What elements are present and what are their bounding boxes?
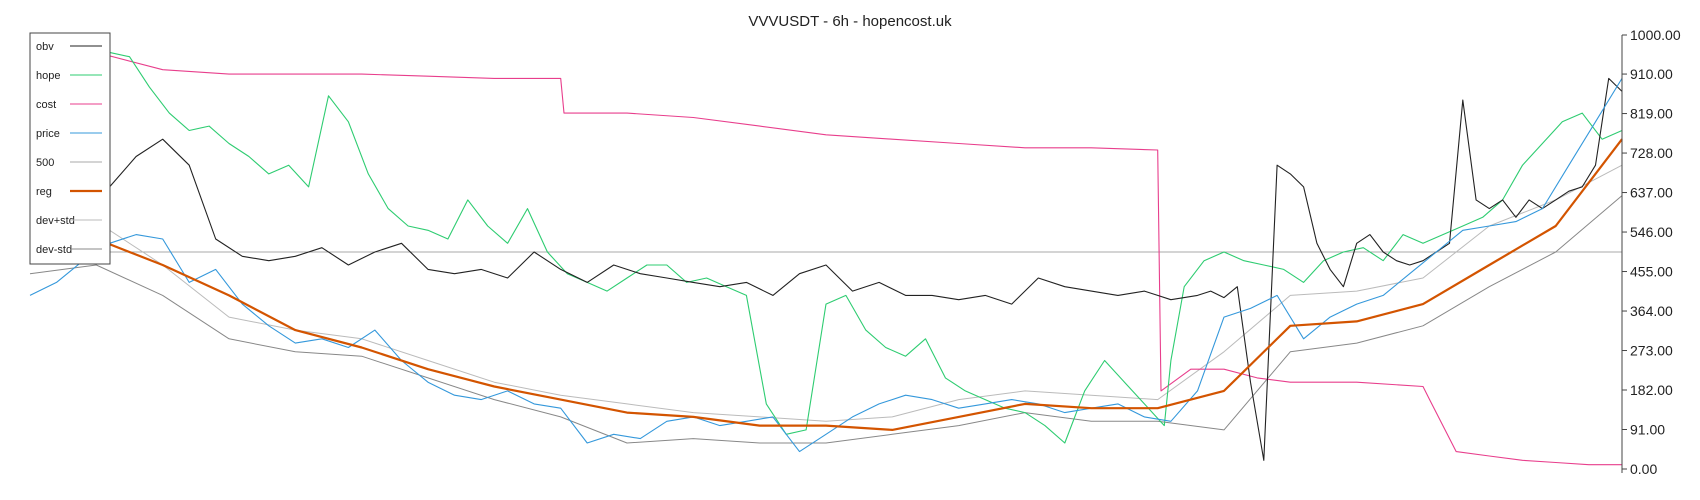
series-line-obv: [29, 77, 1623, 461]
legend-item-reg: reg: [36, 186, 102, 198]
y-tick-label: 819.00: [1630, 106, 1673, 122]
legend-box: [29, 32, 111, 265]
y-tick-label: 1000.00: [1630, 27, 1681, 43]
series-line-price: [29, 78, 1623, 453]
legend-label: obv: [36, 41, 54, 53]
legend-item-price: price: [36, 128, 102, 140]
series-layer: [29, 43, 1623, 466]
series-line-hope: [29, 43, 1623, 444]
legend-item-dev-std: dev+std: [36, 215, 102, 227]
y-tick-label: 364.00: [1630, 303, 1673, 319]
y-tick-label: 273.00: [1630, 343, 1673, 359]
legend-label: 500: [36, 157, 54, 169]
y-tick-label: 0.00: [1630, 461, 1657, 477]
legend-label: hope: [36, 70, 60, 82]
legend-item-cost: cost: [36, 99, 102, 111]
legend-label: dev-std: [36, 244, 72, 256]
series-line-dev-std: [29, 195, 1623, 444]
series-line-cost: [29, 43, 1622, 466]
legend: obv hope cost price 500 reg dev+std dev-std: [29, 32, 111, 265]
legend-label: dev+std: [36, 215, 75, 227]
y-tick-label: 546.00: [1630, 224, 1673, 240]
y-tick-label: 637.00: [1630, 185, 1673, 201]
legend-label: reg: [36, 186, 52, 198]
y-tick-label: 91.00: [1630, 422, 1665, 438]
y-axis: 0.00 91.00 182.00 273.00 364.00 455.00 546.00 6…: [1621, 27, 1681, 477]
y-tick-label: 182.00: [1630, 382, 1673, 398]
legend-item-500: 500: [36, 157, 102, 169]
legend-item-hope: hope: [36, 70, 102, 82]
series-line-dev-std: [29, 164, 1623, 422]
legend-label: price: [36, 128, 60, 140]
chart-title: VVVUSDT - 6h - hopencost.uk: [748, 13, 952, 30]
y-tick-label: 728.00: [1630, 145, 1673, 161]
legend-item-obv: obv: [36, 41, 102, 53]
y-tick-label: 455.00: [1630, 264, 1673, 280]
legend-item-dev-std: dev-std: [36, 244, 102, 256]
legend-label: cost: [36, 99, 56, 111]
series-line-reg: [29, 138, 1623, 431]
y-tick-label: 910.00: [1630, 66, 1673, 82]
